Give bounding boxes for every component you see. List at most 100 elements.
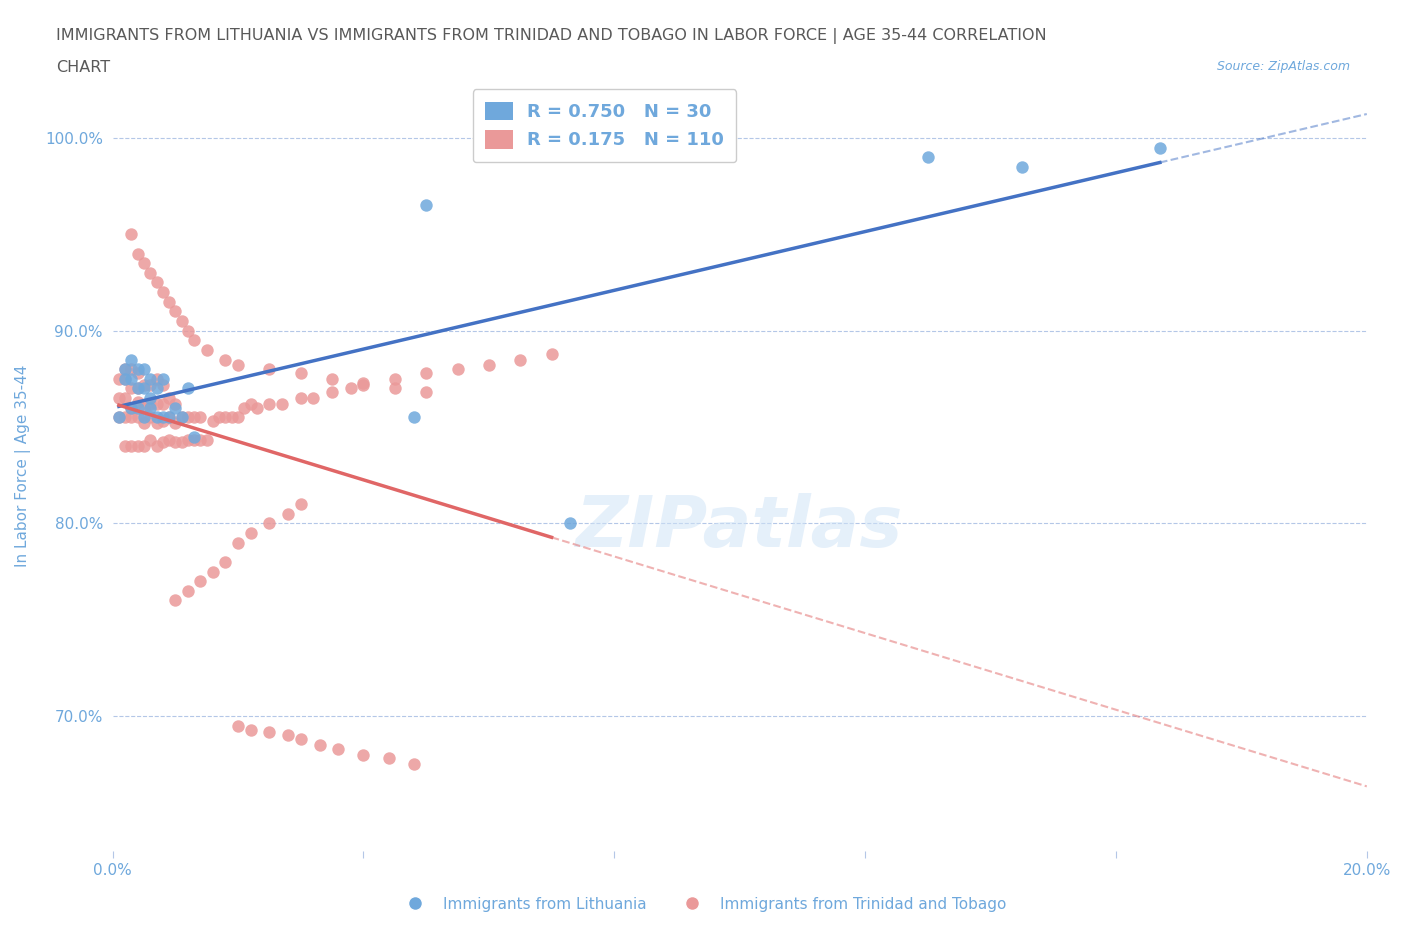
- Legend: R = 0.750   N = 30, R = 0.175   N = 110: R = 0.750 N = 30, R = 0.175 N = 110: [472, 89, 737, 162]
- Point: [1011, 159, 1033, 174]
- Point: [145, 439, 167, 454]
- Point: [201, 414, 224, 429]
- Point: [165, 304, 187, 319]
- Point: [384, 371, 406, 386]
- Point: [226, 718, 249, 733]
- Point: [114, 362, 136, 377]
- Point: [152, 414, 174, 429]
- Point: [226, 358, 249, 373]
- Point: [340, 381, 363, 396]
- Point: [321, 385, 343, 400]
- Point: [127, 410, 149, 425]
- Point: [120, 371, 142, 386]
- Point: [157, 433, 180, 448]
- Point: [127, 246, 149, 261]
- Point: [120, 352, 142, 367]
- Point: [127, 439, 149, 454]
- Point: [127, 400, 149, 415]
- Point: [152, 285, 174, 299]
- Point: [170, 435, 193, 450]
- Point: [177, 381, 200, 396]
- Point: [157, 294, 180, 309]
- Point: [114, 371, 136, 386]
- Point: [139, 396, 162, 411]
- Point: [139, 371, 162, 386]
- Point: [321, 371, 343, 386]
- Point: [132, 381, 155, 396]
- Point: [145, 371, 167, 386]
- Point: [415, 198, 437, 213]
- Point: [165, 400, 187, 415]
- Point: [157, 410, 180, 425]
- Point: [214, 410, 236, 425]
- Point: [170, 410, 193, 425]
- Point: [152, 378, 174, 392]
- Point: [170, 313, 193, 328]
- Point: [259, 724, 281, 739]
- Point: [127, 365, 149, 380]
- Point: [177, 410, 200, 425]
- Point: [120, 381, 142, 396]
- Point: [195, 342, 218, 357]
- Text: Source: ZipAtlas.com: Source: ZipAtlas.com: [1216, 60, 1350, 73]
- Point: [177, 433, 200, 448]
- Point: [239, 525, 262, 540]
- Point: [170, 410, 193, 425]
- Point: [132, 362, 155, 377]
- Point: [183, 410, 205, 425]
- Point: [226, 410, 249, 425]
- Point: [127, 381, 149, 396]
- Point: [120, 410, 142, 425]
- Point: [214, 554, 236, 569]
- Point: [114, 362, 136, 377]
- Point: [132, 256, 155, 271]
- Text: CHART: CHART: [56, 60, 110, 75]
- Point: [127, 362, 149, 377]
- Point: [132, 400, 155, 415]
- Point: [120, 400, 142, 415]
- Point: [290, 391, 312, 405]
- Point: [478, 358, 501, 373]
- Point: [145, 396, 167, 411]
- Point: [302, 391, 325, 405]
- Point: [214, 352, 236, 367]
- Point: [120, 362, 142, 377]
- Point: [277, 728, 299, 743]
- Point: [132, 378, 155, 392]
- Point: [177, 583, 200, 598]
- Point: [259, 516, 281, 531]
- Point: [1149, 140, 1171, 155]
- Point: [145, 416, 167, 431]
- Point: [139, 433, 162, 448]
- Point: [152, 410, 174, 425]
- Point: [157, 410, 180, 425]
- Point: [290, 365, 312, 380]
- Point: [190, 410, 212, 425]
- Point: [290, 497, 312, 512]
- Point: [246, 400, 269, 415]
- Point: [139, 265, 162, 280]
- Point: [233, 400, 256, 415]
- Point: [127, 381, 149, 396]
- Point: [139, 391, 162, 405]
- Point: [271, 396, 294, 411]
- Point: [177, 324, 200, 339]
- Point: [145, 410, 167, 425]
- Point: [114, 391, 136, 405]
- Point: [165, 593, 187, 608]
- Point: [353, 747, 375, 762]
- Point: [132, 410, 155, 425]
- Point: [308, 737, 330, 752]
- Point: [290, 732, 312, 747]
- Point: [120, 439, 142, 454]
- Point: [165, 416, 187, 431]
- Point: [114, 410, 136, 425]
- Point: [157, 391, 180, 405]
- Point: [183, 333, 205, 348]
- Point: [415, 365, 437, 380]
- Point: [132, 416, 155, 431]
- Point: [127, 394, 149, 409]
- Point: [226, 535, 249, 550]
- Point: [402, 757, 425, 772]
- Point: [190, 574, 212, 589]
